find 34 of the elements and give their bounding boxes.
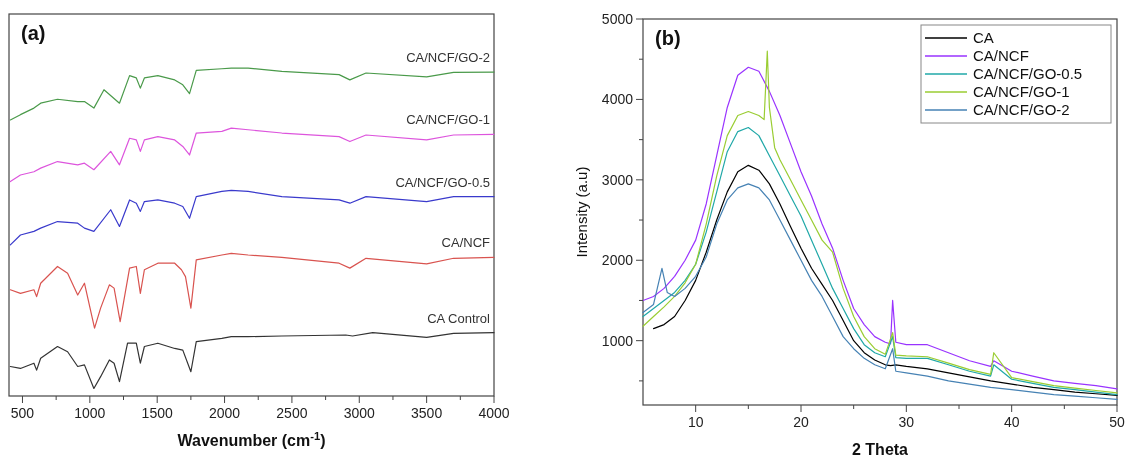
x-tick-label: 40 (1003, 414, 1020, 430)
x-tick-label: 1000 (74, 405, 106, 421)
series-label: CA Control (427, 310, 491, 326)
y-tick-label: 5000 (601, 11, 634, 27)
x-tick-label: 3000 (343, 405, 376, 421)
x-tick-label: 4000 (478, 405, 510, 421)
x-tick-label: 3500 (411, 405, 443, 421)
legend-label: CA/NCF/GO-1 (973, 83, 1070, 100)
legend-label: CA/NCF/GO-2 (973, 101, 1070, 118)
series-label: CA/NCF/GO-1 (406, 112, 490, 128)
line-series (642, 126, 1118, 396)
x-tick-label: 2000 (208, 405, 241, 421)
x-axis-title: Wavenumber (cm$^{-1}$) (177, 430, 326, 449)
series-label: CA/NCF (441, 235, 491, 251)
y-axis-title: Intensity (a.u) (573, 166, 590, 258)
x-tick-label: 50 (1109, 414, 1125, 430)
x-tick-label: 20 (793, 414, 809, 430)
x-axis-title: 2 Theta (851, 441, 909, 458)
y-tick-label: 3000 (601, 171, 634, 188)
legend-label: CA/NCF/GO-0.5 (973, 65, 1083, 82)
x-tick-label: 10 (687, 414, 704, 430)
legend-label: CA (973, 29, 994, 46)
y-tick-label: 4000 (601, 91, 634, 108)
y-tick-label: 1000 (601, 332, 634, 349)
text: (a) (21, 22, 46, 44)
y-tick-label: 2000 (601, 252, 634, 269)
x-tick-label: 500 (10, 405, 35, 421)
series-label: CA/NCF/GO-2 (406, 50, 490, 66)
x-tick-label: 2500 (276, 405, 308, 421)
annotation: (b) (655, 27, 681, 49)
x-tick-label: 1500 (141, 405, 173, 421)
x-tick-label: 30 (898, 414, 915, 430)
legend-label: CA/NCF (973, 47, 1029, 64)
series-label: CA/NCF/GO-0.5 (395, 174, 490, 190)
